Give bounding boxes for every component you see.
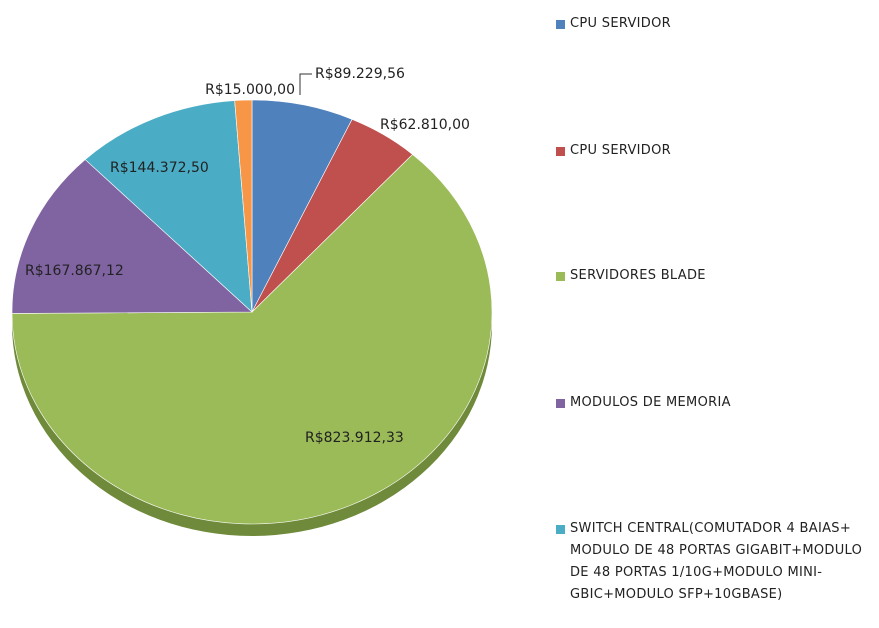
legend-entry: SERVIDORES BLADE bbox=[556, 265, 875, 287]
legend-entry: CPU SERVIDOR bbox=[556, 13, 875, 35]
data-label: R$144.372,50 bbox=[110, 160, 209, 176]
legend-label: SWITCH CENTRAL(COMUTADOR 4 BAIAS+ MODULO… bbox=[570, 521, 863, 602]
data-label: R$15.000,00 bbox=[205, 82, 295, 98]
pie-slice bbox=[84, 100, 253, 313]
legend-swatch bbox=[556, 20, 565, 29]
pie-slice bbox=[234, 99, 253, 313]
legend-label: CPU SERVIDOR bbox=[570, 16, 671, 31]
pie-slice bbox=[11, 159, 253, 314]
legend-swatch bbox=[556, 147, 565, 156]
pie-slice bbox=[11, 154, 493, 525]
legend-entry: SWITCH CENTRAL(COMUTADOR 4 BAIAS+ MODULO… bbox=[556, 518, 875, 606]
data-label: R$89.229,56 bbox=[315, 66, 405, 82]
legend-entry: CPU SERVIDOR bbox=[556, 140, 875, 162]
legend-swatch bbox=[556, 272, 565, 281]
data-label: R$62.810,00 bbox=[380, 117, 470, 133]
legend-label: SERVIDORES BLADE bbox=[570, 268, 706, 283]
data-label: R$167.867,12 bbox=[25, 263, 124, 279]
legend-label: CPU SERVIDOR bbox=[570, 143, 671, 158]
legend-swatch bbox=[556, 399, 565, 408]
data-label: R$823.912,33 bbox=[305, 430, 404, 446]
legend-swatch bbox=[556, 525, 565, 534]
legend-entry: MODULOS DE MEMORIA bbox=[556, 392, 875, 414]
leader-line bbox=[299, 73, 312, 95]
legend-label: MODULOS DE MEMORIA bbox=[570, 395, 731, 410]
